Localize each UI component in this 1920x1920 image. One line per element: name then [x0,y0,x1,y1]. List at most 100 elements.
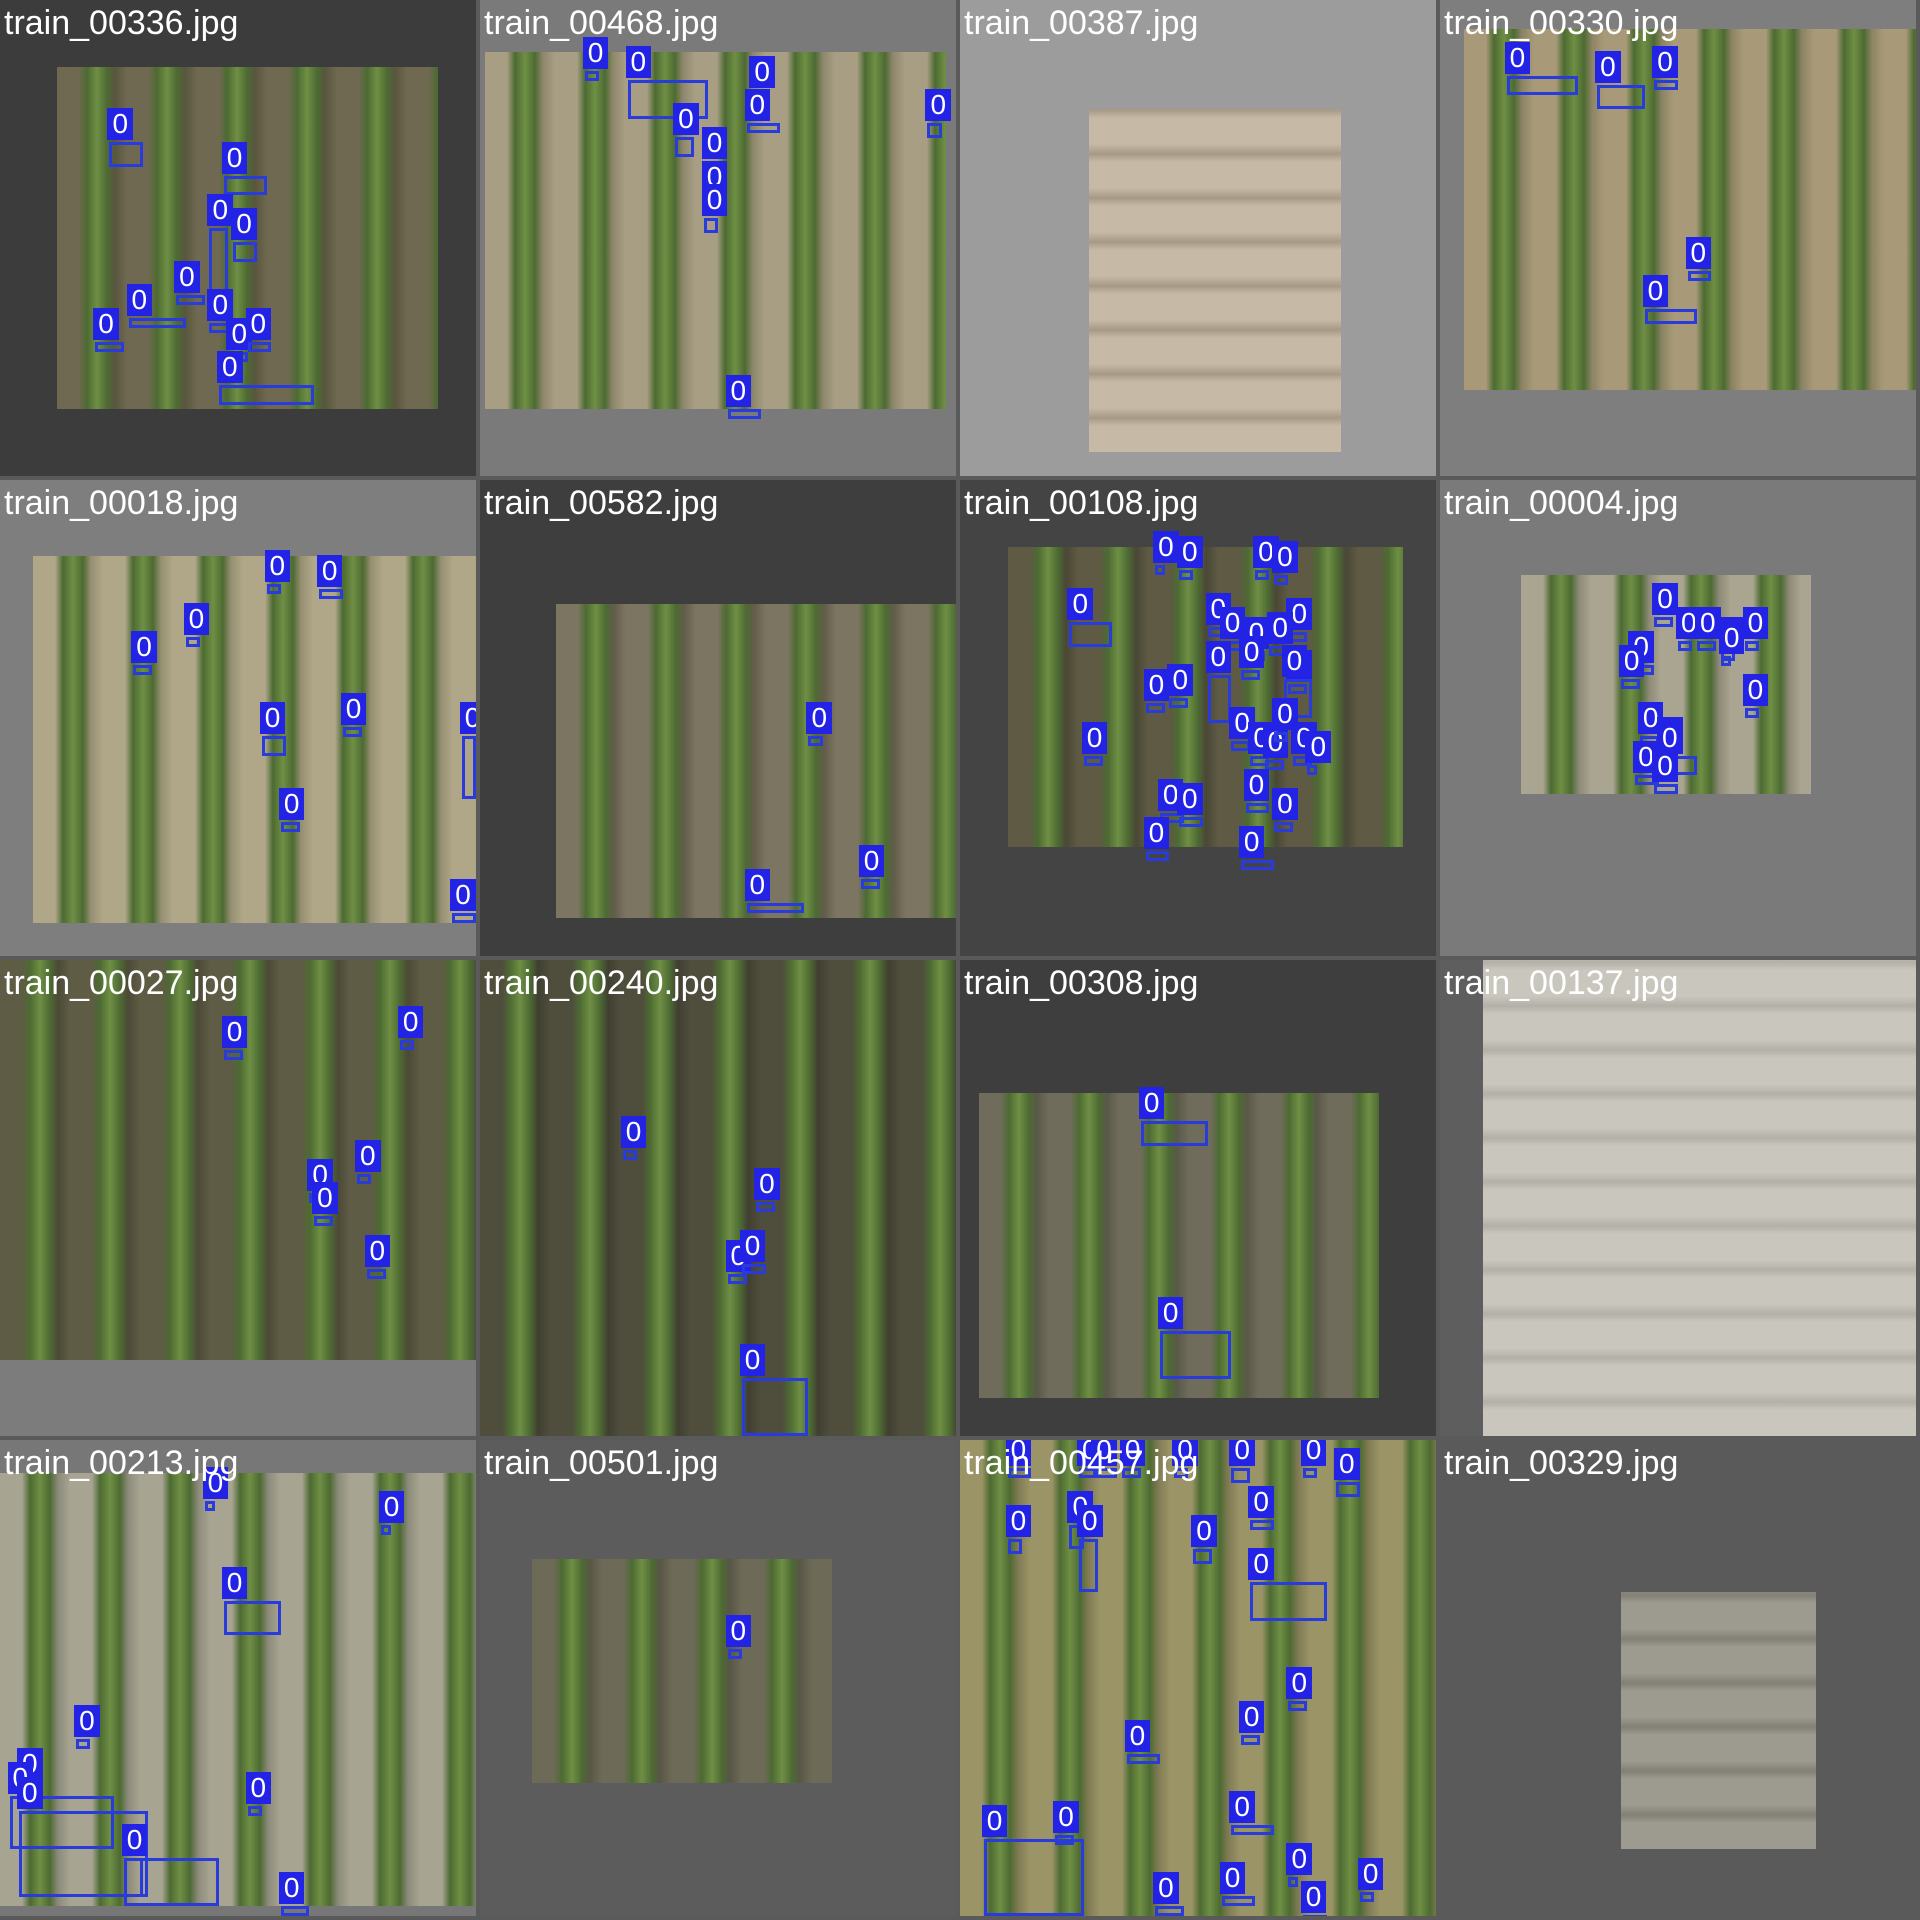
box-outline [1240,669,1260,680]
box-outline [1250,1582,1327,1621]
detection-box: 0 [725,1239,752,1284]
tile-filename: train_00457.jpg [964,1444,1199,1482]
detection-box: 0 [397,1006,424,1051]
box-outline [1079,1468,1099,1478]
box-outline [261,736,286,757]
box-outline [1274,574,1289,585]
box-outline [233,242,258,262]
detection-box: 0 [1153,531,1179,576]
box-outline [675,137,695,158]
detection-box: 0 [1286,1667,1313,1712]
detection-box: 0 [131,631,157,676]
box-outline [1159,1330,1232,1379]
class-label: 0 [355,1139,381,1172]
box-outline [1221,1896,1256,1907]
box-outline [1207,674,1232,723]
class-label: 0 [1618,645,1645,678]
class-label: 0 [1272,788,1298,821]
box-outline [209,227,229,296]
detection-box: 0 [625,46,709,119]
detection-box: 0 [1267,612,1294,657]
box-outline [95,342,124,353]
class-label: 0 [1656,721,1683,754]
box-outline [1697,641,1717,652]
box-outline [1654,80,1678,91]
tile-filename: train_00213.jpg [4,1444,239,1482]
detection-box: 0 [1238,1700,1265,1745]
box-outline [1240,860,1275,871]
class-label: 0 [1595,51,1621,84]
box-outline [1079,1539,1099,1593]
box-outline [133,665,153,676]
detection-box: 0 [1656,721,1698,776]
tile: 0 0 0 train_00582.jpg [480,480,956,956]
box-outline [1654,784,1678,795]
box-outline [627,80,709,119]
detection-box: 0 [806,702,833,747]
box-outline [1288,1877,1299,1888]
class-label: 0 [749,55,775,88]
box-outline [1240,1734,1260,1745]
detection-box: 0 [739,1344,809,1436]
class-label: 0 [1652,583,1678,616]
detection-box: 0 [1219,1862,1256,1907]
detection-box: 0 [1229,1791,1275,1835]
class-label: 0 [620,1115,647,1148]
detection-box: 0 [1652,750,1678,795]
class-label: 0 [1138,1087,1165,1120]
detection-box: 0 [245,1771,272,1816]
detection-box: 0 [121,1824,219,1907]
detection-box: 0 [316,554,343,599]
detection-box: 0 [183,602,210,647]
class-label: 0 [1334,1448,1360,1481]
class-label: 0 [216,351,243,383]
detection-box: 0 [1633,740,1659,785]
class-label: 0 [17,1776,43,1809]
class-label: 0 [450,878,476,911]
detection-box: 0 [1176,783,1203,828]
box-outline [1093,1468,1118,1479]
class-label: 0 [744,89,771,122]
class-label: 0 [1067,588,1094,621]
tile: 0 0 0 0 0 0 0 0 0 train_00018.jpg [0,480,476,956]
box-outline [1178,817,1203,828]
detection-box: 0 [207,289,234,334]
class-label: 0 [1229,1791,1255,1823]
box-outline [727,1648,742,1659]
detection-box: 0 [1176,535,1203,580]
box-outline [1140,1121,1208,1146]
field-photo [1482,960,1916,1436]
detection-box: 0 [221,141,267,196]
field-photo [532,1559,833,1783]
box-outline [247,1805,262,1816]
detection-box: 0 [278,788,305,833]
box-outline [218,385,315,405]
class-label: 0 [858,845,885,878]
detection-box: 0 [221,1015,248,1060]
class-label: 0 [806,702,833,735]
box-outline [1069,622,1113,647]
tile-filename: train_00468.jpg [484,4,719,42]
class-label: 0 [245,308,272,341]
class-label: 0 [1091,1440,1117,1466]
class-label: 0 [1005,1440,1032,1466]
tile: train_00137.jpg [1440,960,1916,1436]
field-photo [556,603,956,918]
class-label: 0 [1005,1505,1032,1538]
box-outline [223,1601,281,1636]
box-outline [756,1202,776,1213]
detection-box: 0 [1334,1448,1360,1498]
box-outline [1264,760,1284,771]
detection-box: 0 [1153,1871,1184,1916]
detection-box: 0 [1272,788,1298,833]
class-label: 0 [1248,1548,1274,1581]
box-outline [1678,641,1693,652]
box-outline [247,342,272,353]
detection-box: 0 [231,208,258,262]
class-label: 0 [1504,41,1531,74]
detection-box: 0 [925,89,952,139]
class-label: 0 [126,284,153,317]
box-outline [1231,1825,1275,1835]
class-label: 0 [202,1467,229,1500]
class-label: 0 [1153,531,1179,564]
